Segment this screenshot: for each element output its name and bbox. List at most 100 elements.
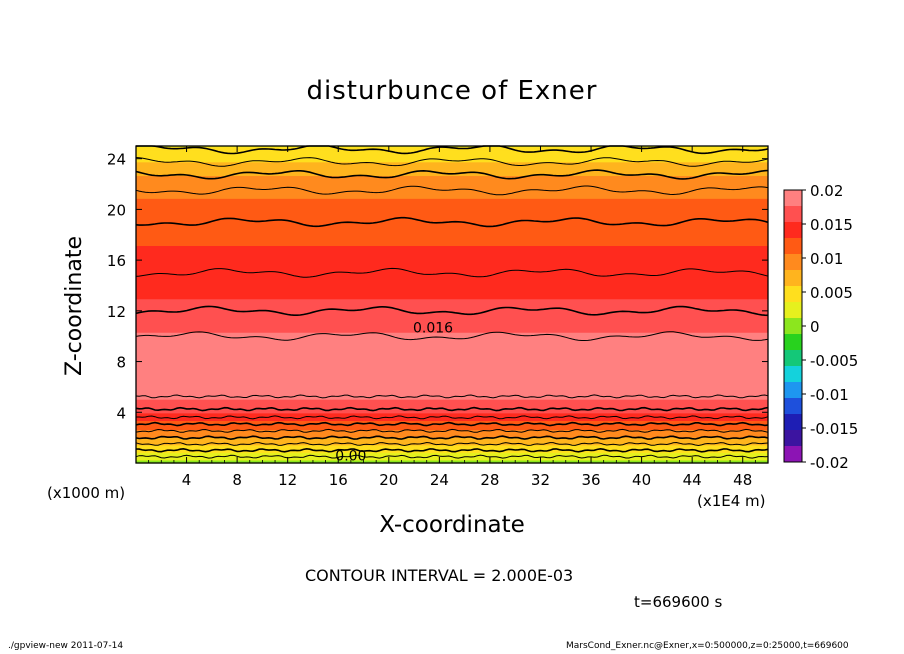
contour-band [136, 371, 768, 374]
contour-band [136, 218, 768, 221]
contour-band [136, 179, 768, 183]
contour-band [136, 304, 768, 307]
colorbar-tick-label: 0.01 [810, 250, 843, 268]
colorbar-segment [784, 398, 802, 415]
colorbar-segment [784, 334, 802, 351]
contour-band [136, 431, 768, 434]
contour-line [135, 145, 769, 155]
contour-band [136, 324, 768, 327]
contour-band [136, 359, 768, 362]
contour-band [136, 397, 768, 400]
contour-band [136, 161, 768, 164]
contour-band [136, 345, 768, 348]
contour-band [136, 309, 768, 312]
contour-band [136, 358, 768, 361]
contour-band [136, 183, 768, 186]
contour-label: 0.00 [335, 448, 366, 464]
contour-line [135, 185, 769, 196]
contour-band [136, 265, 768, 268]
contour-band [136, 307, 768, 310]
contour-band [136, 300, 768, 303]
contour-line [136, 415, 769, 420]
contour-band [136, 447, 768, 450]
contour-band [136, 158, 768, 161]
contour-band [136, 391, 768, 394]
colorbar-tick-label: 0.015 [810, 216, 853, 234]
contour-band [136, 149, 768, 152]
y-unit-label: (x1000 m) [47, 484, 126, 502]
contour-labels: 0.016 0.00 [335, 320, 453, 464]
y-axis-label: Z-coordinate [62, 236, 87, 376]
contour-band [136, 348, 768, 352]
contour-line [135, 447, 769, 453]
contour-line [135, 406, 769, 412]
contour-band [136, 351, 768, 355]
contour-band [136, 257, 768, 260]
contour-band [136, 198, 768, 201]
contour-band [136, 388, 768, 391]
contour-band [136, 266, 768, 269]
x-tick-label: 20 [379, 471, 398, 489]
contour-band [136, 213, 768, 216]
contour-band [136, 173, 768, 177]
contour-band [136, 383, 768, 386]
contour-band [136, 382, 768, 385]
contour-band [136, 418, 768, 421]
contour-band [136, 335, 768, 338]
contour-interval-text: CONTOUR INTERVAL = 2.000E-03 [305, 566, 574, 585]
contour-line [135, 428, 769, 433]
time-label: t=669600 s [634, 593, 723, 611]
x-tick-label: 32 [531, 471, 550, 489]
contour-band [136, 190, 768, 193]
contour-fill-bands [136, 146, 768, 464]
contour-band [136, 254, 768, 257]
contour-band [136, 318, 768, 321]
contour-band [136, 157, 768, 160]
x-tick-label: 44 [683, 471, 702, 489]
contour-band [136, 377, 768, 380]
contour-band [136, 268, 768, 271]
contour-band [136, 219, 768, 222]
colorbar-segment [784, 238, 802, 255]
contour-band [136, 400, 768, 403]
footer-left: ./gpview-new 2011-07-14 [8, 641, 124, 651]
contour-band [136, 342, 768, 345]
contour-band [136, 368, 768, 371]
contour-band [136, 243, 768, 247]
y-tick-label: 4 [116, 404, 126, 422]
contour-line [135, 454, 769, 459]
contour-band [136, 423, 768, 426]
contour-band [136, 424, 768, 428]
contour-band [136, 169, 768, 172]
contour-band [136, 205, 768, 208]
colorbar-segment [784, 222, 802, 239]
colorbar-tick-label: 0.02 [810, 182, 843, 200]
contour-band [136, 443, 768, 446]
contour-band [136, 193, 768, 196]
contour-band [136, 298, 768, 301]
contour-line [135, 435, 769, 441]
contour-band [136, 155, 768, 158]
contour-band [136, 437, 768, 440]
contour-band [136, 315, 768, 318]
contour-band [136, 196, 768, 199]
contour-band [136, 186, 768, 189]
contour-line [135, 157, 769, 167]
contour-band [136, 458, 768, 461]
contour-band [136, 230, 768, 233]
y-axis-ticks: 4 8 12 16 20 24 [107, 151, 768, 422]
contour-band [136, 420, 768, 423]
contour-label: 0.016 [413, 320, 453, 336]
contour-band [136, 362, 768, 365]
contour-band [136, 231, 768, 234]
x-tick-label: 4 [182, 471, 192, 489]
contour-band [136, 283, 768, 286]
contour-band [136, 204, 768, 207]
contour-band [136, 280, 768, 283]
contour-band [136, 303, 768, 306]
contour-band [136, 412, 768, 415]
contour-band [136, 236, 768, 239]
contour-band [136, 292, 768, 295]
contour-band [136, 237, 768, 240]
colorbar-segment [784, 254, 802, 271]
